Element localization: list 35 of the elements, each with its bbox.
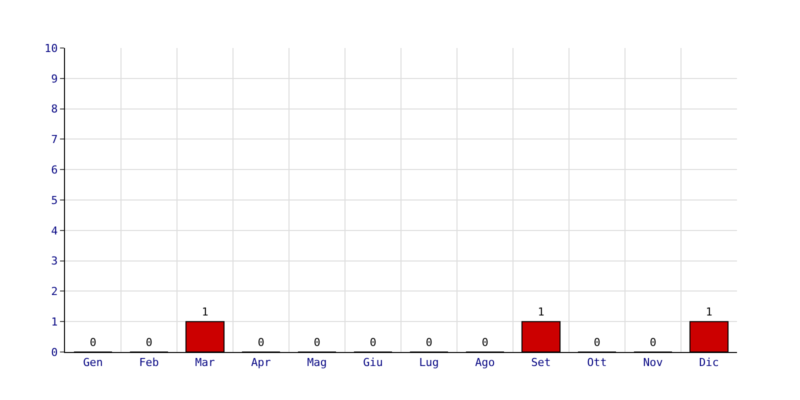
y-tick-label: 8 [51, 102, 58, 116]
x-tick-label: Gen [83, 356, 103, 370]
data-label: 1 [538, 306, 544, 319]
x-tick-label: Feb [139, 356, 159, 370]
x-tick-label: Set [531, 356, 551, 370]
data-label: 1 [202, 306, 208, 319]
x-tick-label: Ago [475, 356, 495, 370]
data-label: 0 [146, 336, 152, 349]
data-label: 1 [706, 306, 712, 319]
y-tick-label: 1 [51, 315, 58, 328]
y-tick-label: 2 [51, 285, 58, 298]
data-label: 0 [594, 336, 600, 349]
x-tick-label: Dic [699, 356, 719, 370]
data-label: 0 [482, 336, 488, 349]
x-tick-label: Giu [363, 356, 383, 370]
y-tick-label: 0 [51, 346, 58, 359]
y-tick-label: 3 [51, 254, 58, 268]
data-label: 0 [426, 336, 432, 349]
y-tick-label: 4 [51, 224, 58, 238]
y-tick-label: 6 [51, 163, 58, 176]
y-tick-label: 7 [51, 133, 58, 146]
x-tick-label: Mar [195, 356, 216, 370]
y-tick-label: 9 [51, 72, 58, 86]
x-tick-label: Lug [419, 356, 439, 370]
x-tick-label: Mag [307, 356, 327, 370]
y-tick-label: 10 [44, 42, 58, 55]
x-tick-label: Nov [643, 356, 664, 370]
data-label: 0 [650, 336, 656, 349]
data-label: 0 [370, 336, 376, 349]
x-tick-label: Ott [587, 356, 607, 370]
x-tick-label: Apr [251, 356, 272, 370]
y-tick-label: 5 [51, 194, 58, 207]
data-label: 0 [90, 336, 96, 349]
data-label: 0 [258, 336, 264, 349]
data-label: 0 [314, 336, 320, 349]
